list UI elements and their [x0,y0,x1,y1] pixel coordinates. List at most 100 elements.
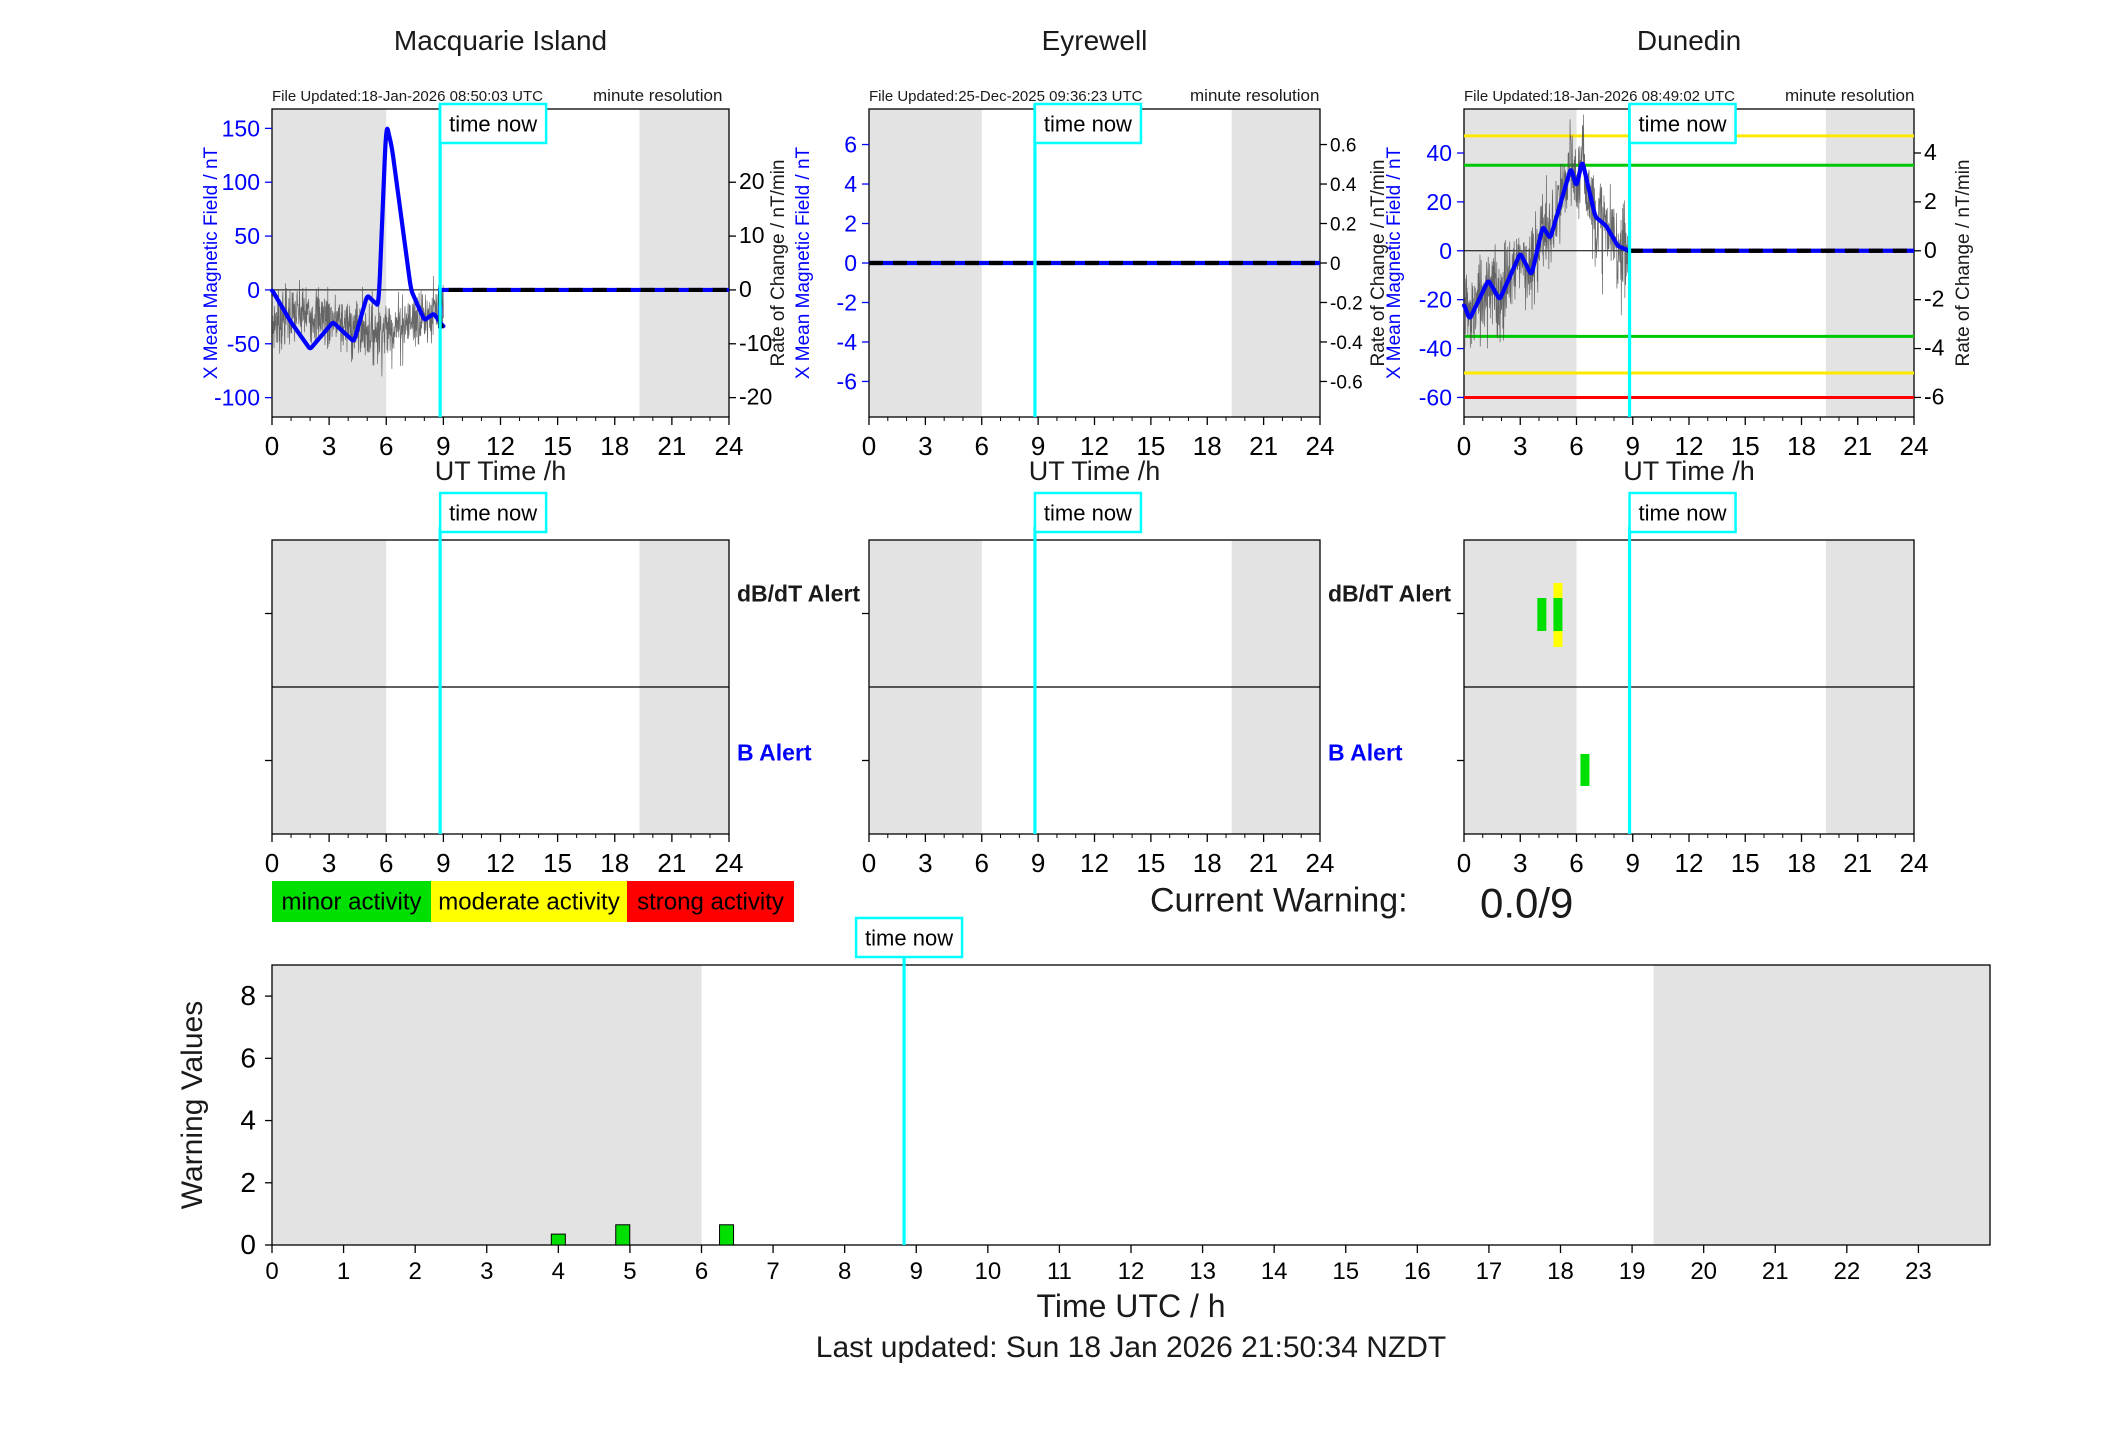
svg-text:minute resolution: minute resolution [593,86,722,105]
svg-text:Warning Values: Warning Values [176,1001,209,1209]
svg-text:2: 2 [240,1167,256,1198]
svg-text:40: 40 [1426,140,1452,166]
svg-text:time now: time now [449,501,537,526]
svg-text:moderate activity: moderate activity [438,889,619,916]
svg-text:Rate of Change / nT/min: Rate of Change / nT/min [1953,160,1974,367]
svg-text:3: 3 [1513,431,1527,461]
svg-text:UT Time /h: UT Time /h [435,456,567,486]
svg-text:1: 1 [337,1258,350,1285]
svg-text:-4: -4 [1924,335,1945,361]
svg-text:18: 18 [600,431,629,461]
svg-text:0: 0 [240,1229,256,1260]
svg-text:21: 21 [1249,431,1278,461]
svg-text:24: 24 [715,431,744,461]
svg-text:11: 11 [1047,1258,1072,1285]
svg-text:time now: time now [1044,112,1132,137]
svg-text:6: 6 [379,848,393,878]
svg-text:6: 6 [975,848,989,878]
svg-text:dB/dT Alert: dB/dT Alert [737,581,860,607]
svg-text:4: 4 [844,171,857,197]
svg-text:3: 3 [918,431,932,461]
svg-text:18: 18 [1193,848,1222,878]
svg-text:0: 0 [265,1258,278,1285]
svg-text:0: 0 [265,848,279,878]
svg-text:0: 0 [247,277,260,303]
svg-text:6: 6 [1569,431,1583,461]
svg-text:24: 24 [1306,431,1335,461]
svg-text:Eyrewell: Eyrewell [1042,25,1148,56]
svg-text:5: 5 [623,1258,636,1285]
svg-text:12: 12 [1080,848,1109,878]
svg-text:-0.2: -0.2 [1330,293,1363,314]
svg-text:20: 20 [739,168,765,194]
svg-text:0: 0 [862,848,876,878]
svg-text:0: 0 [1457,431,1471,461]
svg-text:13: 13 [1189,1258,1216,1285]
svg-text:-20: -20 [739,384,772,410]
svg-text:B Alert: B Alert [1328,740,1403,766]
svg-text:time now: time now [865,926,953,951]
svg-text:0: 0 [862,431,876,461]
svg-text:6: 6 [1569,848,1583,878]
svg-text:UT Time /h: UT Time /h [1623,456,1755,486]
svg-text:4: 4 [552,1258,565,1285]
svg-text:3: 3 [918,848,932,878]
svg-text:24: 24 [1900,848,1929,878]
svg-text:time now: time now [449,112,537,137]
svg-text:8: 8 [240,980,256,1011]
svg-text:24: 24 [1900,431,1929,461]
svg-text:9: 9 [910,1258,923,1285]
svg-text:150: 150 [222,115,260,141]
svg-text:6: 6 [379,431,393,461]
svg-text:15: 15 [1731,848,1760,878]
svg-text:-50: -50 [227,331,260,357]
svg-text:time now: time now [1639,501,1727,526]
svg-text:24: 24 [1306,848,1335,878]
svg-text:Last updated: Sun 18 Jan 2026: Last updated: Sun 18 Jan 2026 21:50:34 N… [816,1331,1446,1364]
svg-text:-0.6: -0.6 [1330,372,1363,393]
svg-text:time now: time now [1044,501,1132,526]
svg-text:16: 16 [1404,1258,1431,1285]
svg-text:X Mean Magnetic Field / nT: X Mean Magnetic Field / nT [201,146,222,379]
svg-text:3: 3 [322,431,336,461]
svg-text:9: 9 [1626,848,1640,878]
svg-text:10: 10 [739,222,765,248]
svg-text:6: 6 [695,1258,708,1285]
svg-text:0: 0 [1924,237,1937,263]
svg-text:File Updated:18-Jan-2026 08:49: File Updated:18-Jan-2026 08:49:02 UTC [1464,88,1735,105]
svg-text:0.0/9: 0.0/9 [1480,880,1573,927]
svg-text:-60: -60 [1419,384,1452,410]
svg-text:20: 20 [1426,189,1452,215]
svg-text:minute resolution: minute resolution [1190,86,1319,105]
svg-text:50: 50 [234,223,260,249]
svg-text:minute resolution: minute resolution [1785,86,1914,105]
svg-text:12: 12 [1118,1258,1145,1285]
svg-text:14: 14 [1261,1258,1288,1285]
svg-text:19: 19 [1619,1258,1646,1285]
svg-text:0.2: 0.2 [1330,215,1356,236]
svg-text:100: 100 [222,169,260,195]
svg-text:22: 22 [1833,1258,1860,1285]
svg-text:18: 18 [1193,431,1222,461]
svg-text:3: 3 [1513,848,1527,878]
svg-text:6: 6 [844,132,857,158]
svg-text:B Alert: B Alert [737,740,812,766]
svg-text:10: 10 [974,1258,1001,1285]
svg-text:0: 0 [1330,254,1341,275]
svg-text:15: 15 [543,848,572,878]
svg-text:0.4: 0.4 [1330,175,1357,196]
svg-text:18: 18 [1787,848,1816,878]
svg-text:-6: -6 [1924,383,1944,409]
svg-text:minor activity: minor activity [281,889,421,916]
svg-text:21: 21 [1843,431,1872,461]
svg-text:Rate of Change / nT/min: Rate of Change / nT/min [768,160,789,367]
svg-text:18: 18 [1547,1258,1574,1285]
svg-text:File Updated:25-Dec-2025 09:36: File Updated:25-Dec-2025 09:36:23 UTC [869,88,1143,105]
svg-text:21: 21 [657,431,686,461]
svg-text:23: 23 [1905,1258,1932,1285]
svg-text:strong activity: strong activity [637,889,784,916]
svg-text:0: 0 [1457,848,1471,878]
svg-text:4: 4 [240,1105,256,1136]
svg-text:21: 21 [1762,1258,1789,1285]
svg-text:File Updated:18-Jan-2026 08:50: File Updated:18-Jan-2026 08:50:03 UTC [272,88,543,105]
